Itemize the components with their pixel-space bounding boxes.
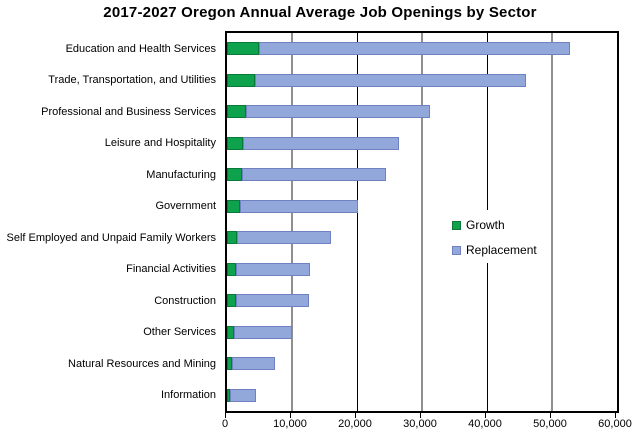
x-tick-mark [615,413,616,418]
bar-segment-replacement [258,42,571,56]
x-tick-label: 60,000 [598,418,632,430]
bar-segment-growth [227,325,235,339]
bar-row [227,262,311,276]
bar-segment-growth [227,294,237,308]
bar-row [227,105,431,119]
chart-title: 2017-2027 Oregon Annual Average Job Open… [103,4,537,21]
category-label: Financial Activities [126,263,216,276]
category-label: Professional and Business Services [41,105,216,118]
bar-segment-growth [227,42,259,56]
bar-segment-replacement [236,262,311,276]
bar-segment-growth [227,105,246,119]
bar-row [227,42,571,56]
x-tick-mark [420,413,421,418]
gridline-50000 [551,33,553,411]
x-tick-mark [225,413,226,418]
bar-segment-growth [227,357,233,371]
bar-segment-growth [227,73,255,87]
x-tick-label: 0 [221,418,229,430]
category-label: Leisure and Hospitality [104,137,216,150]
legend-item-growth: Growth [452,218,505,232]
bar-row [227,168,387,182]
replacement-swatch-icon [452,245,461,255]
legend-label-replacement: Replacement [466,243,537,257]
y-axis-labels: Education and Health Services Trade, Tran… [0,33,217,411]
x-tick-mark [485,413,486,418]
legend-label-growth: Growth [466,218,505,232]
category-label: Natural Resources and Mining [68,357,216,370]
legend: Growth Replacement [446,210,550,263]
bar-segment-growth [227,168,242,182]
category-label: Other Services [143,326,216,339]
x-tick-label: 40,000 [468,418,502,430]
bar-segment-replacement [240,199,358,213]
category-label: Construction [154,294,216,307]
bar-row [227,325,292,339]
bar-row [227,136,400,150]
category-label: Self Employed and Unpaid Family Workers [6,231,217,244]
category-label: Education and Health Services [65,42,216,55]
bar-row [227,388,257,402]
x-tick-label: 20,000 [338,418,372,430]
bar-segment-replacement [232,357,276,371]
bar-segment-growth [227,199,240,213]
bar-segment-growth [227,136,244,150]
x-axis-labels: 0 10,000 20,000 30,000 40,000 50,000 60,000 [0,418,640,434]
gridline-20000 [357,33,358,411]
bar-segment-growth [227,231,237,245]
bar-segment-replacement [241,168,387,182]
bar-segment-growth [227,388,231,402]
plot-area [225,31,619,413]
bar-segment-replacement [236,294,309,308]
gridline-10000 [291,33,293,411]
bar-segment-growth [227,262,237,276]
category-label: Trade, Transportation, and Utilities [48,74,216,87]
bar-segment-replacement [254,73,526,87]
bar-row [227,73,526,87]
bar-row [227,199,358,213]
x-tick-label: 50,000 [533,418,567,430]
bar-segment-replacement [230,388,257,402]
bar-segment-replacement [243,136,400,150]
bar-row [227,294,309,308]
bar-segment-replacement [234,325,292,339]
growth-swatch-icon [452,220,461,230]
bar-segment-replacement [236,231,331,245]
x-tick-mark [550,413,551,418]
x-tick-mark [290,413,291,418]
bar-row [227,231,331,245]
bar-segment-replacement [245,105,431,119]
category-label: Government [155,200,216,213]
legend-item-replacement: Replacement [452,243,537,257]
x-tick-mark [355,413,356,418]
x-tick-label: 10,000 [273,418,307,430]
bar-row [227,357,276,371]
category-label: Information [160,389,216,402]
category-label: Manufacturing [146,168,216,181]
gridline-30000 [421,33,423,411]
x-tick-label: 30,000 [403,418,437,430]
